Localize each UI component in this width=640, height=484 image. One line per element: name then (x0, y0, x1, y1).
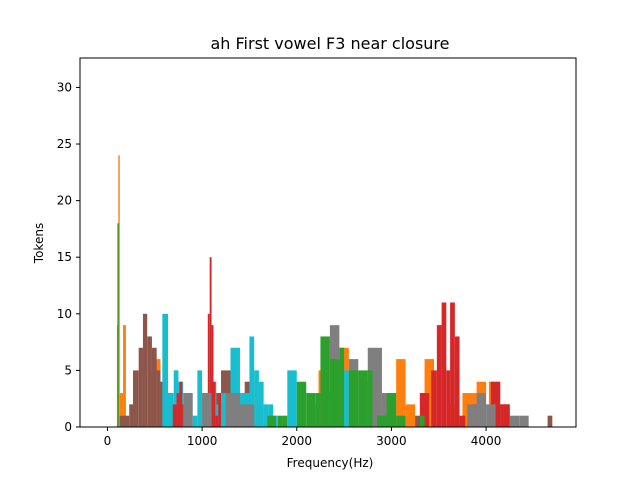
histogram-bar (500, 404, 510, 427)
histogram-bar (162, 313, 169, 427)
histogram-bar (151, 347, 157, 427)
x-tick-label: 0 (104, 434, 112, 448)
histogram-bar (147, 336, 152, 427)
histogram-bar (377, 415, 387, 427)
y-tick-label: 0 (64, 420, 72, 434)
histogram-bar (306, 393, 316, 427)
histogram-bar (415, 415, 425, 427)
histogram-bar (239, 404, 255, 427)
histogram-bar (486, 404, 496, 427)
y-tick-label: 10 (57, 307, 72, 321)
histogram-bar (225, 393, 240, 427)
histogram-bar (519, 415, 529, 427)
histogram-bar (258, 381, 264, 427)
histogram-bar (267, 415, 276, 427)
histogram-bar (168, 393, 174, 427)
histogram-bar (386, 393, 397, 427)
histogram-bar (339, 370, 349, 427)
histogram-bar (215, 415, 219, 427)
histogram-bar (367, 370, 373, 427)
x-axis-label: Frequency(Hz) (287, 456, 374, 470)
histogram-bar (509, 415, 520, 427)
histogram-bar (138, 347, 143, 427)
histogram-bar (329, 359, 340, 427)
histogram-bar (419, 393, 430, 427)
histogram-bar (119, 415, 125, 427)
histogram-bar (446, 370, 451, 427)
histogram-bar (396, 359, 406, 427)
x-tick-label: 4000 (471, 434, 502, 448)
histogram-bar (142, 313, 148, 427)
histogram-bar (287, 370, 297, 427)
histogram-bar (254, 370, 259, 427)
histogram-bar (202, 393, 212, 427)
histogram-bar (296, 381, 307, 427)
histogram-bar (176, 393, 180, 427)
histogram-bar (454, 336, 460, 427)
y-tick-label: 25 (57, 137, 72, 151)
histogram-bar (211, 393, 222, 427)
y-tick-label: 5 (64, 363, 72, 377)
histogram-bar (197, 370, 203, 427)
histogram-bar (207, 313, 210, 427)
histogram-bar (173, 370, 179, 427)
histogram-bar (249, 336, 255, 427)
histogram-bar (211, 325, 214, 427)
histogram-bar (431, 370, 437, 427)
histogram-bar (263, 404, 269, 427)
histogram-bar (436, 325, 442, 427)
histogram-bar (467, 404, 477, 427)
series-6 (117, 223, 425, 427)
histogram-bar (419, 415, 425, 427)
histogram-bar (476, 393, 487, 427)
histogram-bar (547, 415, 553, 427)
histogram-bar (381, 393, 392, 427)
histogram-bar (192, 415, 198, 427)
chart-title: ah First vowel F3 near closure (210, 34, 449, 53)
x-axis: 0 1000 2000 3000 4000 (104, 427, 502, 448)
histogram-bar (156, 370, 161, 427)
x-tick-label: 1000 (187, 434, 218, 448)
histogram-bar (179, 381, 183, 427)
histogram-bar (209, 257, 212, 427)
histogram-bar (230, 347, 240, 427)
histogram-bar (119, 393, 124, 427)
histogram-bar (320, 336, 330, 427)
histogram-bar (218, 393, 222, 427)
histogram-bar (441, 302, 447, 427)
histogram-bar (124, 415, 130, 427)
x-tick-label: 2000 (281, 434, 312, 448)
histogram-bar (358, 370, 368, 427)
plot-frame (79, 57, 577, 428)
y-axis-label: Tokens (32, 223, 46, 264)
histogram-bar (129, 404, 134, 427)
y-axis: 0 5 10 15 20 25 30 (57, 80, 80, 434)
histogram-bar (339, 347, 345, 427)
y-tick-label: 30 (57, 80, 72, 94)
histogram-bar (277, 415, 283, 427)
histogram-bar (183, 393, 193, 427)
histogram-bar (396, 415, 406, 427)
histogram-bar (221, 393, 226, 427)
histogram-bar (172, 404, 177, 427)
bar-layer (116, 155, 553, 427)
histogram-bar (282, 415, 288, 427)
histogram-bar (213, 381, 216, 427)
histogram-bar (315, 393, 321, 427)
histogram-bar (118, 155, 120, 427)
histogram-bar (459, 415, 466, 427)
y-tick-label: 20 (57, 194, 72, 208)
histogram-bar (117, 223, 119, 427)
histogram-bar (348, 370, 359, 427)
histogram-bar (405, 404, 416, 427)
histogram-bar (123, 325, 126, 427)
y-tick-label: 15 (57, 250, 72, 264)
histogram-bar (450, 302, 455, 427)
x-tick-label: 3000 (376, 434, 407, 448)
histogram-bar (133, 370, 139, 427)
